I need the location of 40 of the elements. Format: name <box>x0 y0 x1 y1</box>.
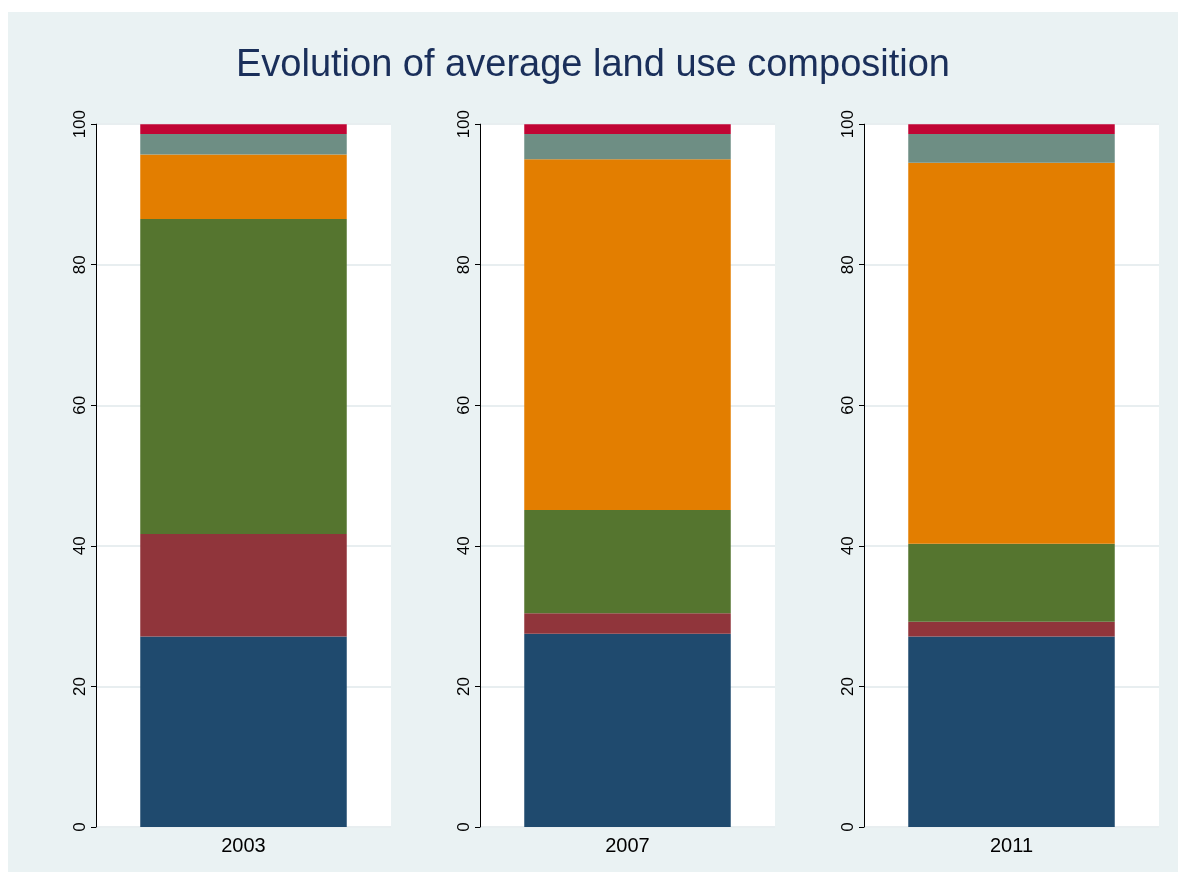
bar <box>524 633 731 827</box>
y-tick-label: 0 <box>70 822 89 832</box>
y-tick-label: 100 <box>70 109 89 139</box>
bar <box>140 124 347 135</box>
bar <box>908 124 1115 135</box>
y-tick-label: 60 <box>70 395 89 415</box>
bar <box>524 159 731 511</box>
bar <box>140 219 347 534</box>
y-tick-label: 40 <box>838 536 857 556</box>
bar <box>140 533 347 637</box>
x-tick-label: 2003 <box>221 834 266 856</box>
y-tick-label: 100 <box>838 109 857 139</box>
y-tick-label: 80 <box>454 255 473 275</box>
y-tick-label: 60 <box>838 395 857 415</box>
x-tick-label: 2007 <box>605 834 650 856</box>
y-tick-label: 20 <box>454 676 473 696</box>
y-tick-label: 0 <box>454 822 473 832</box>
y-tick-label: 0 <box>838 822 857 832</box>
bar <box>908 543 1115 622</box>
bar <box>524 134 731 160</box>
y-tick-label: 40 <box>454 536 473 556</box>
bar <box>140 134 347 155</box>
bar <box>908 162 1115 544</box>
bar <box>908 621 1115 637</box>
bar <box>524 510 731 614</box>
y-tick-label: 100 <box>454 109 473 139</box>
y-tick-label: 80 <box>70 255 89 275</box>
y-tick-label: 20 <box>70 676 89 696</box>
bar <box>140 154 347 220</box>
bar <box>524 124 731 135</box>
text: Evolution of average land use composition <box>235 42 951 85</box>
y-tick-label: 20 <box>838 676 857 696</box>
bar <box>524 613 731 634</box>
bar <box>908 636 1115 827</box>
bar <box>140 636 347 827</box>
y-tick-label: 60 <box>454 395 473 415</box>
y-tick-label: 80 <box>838 255 857 275</box>
x-tick-label: 2011 <box>989 834 1034 856</box>
y-tick-label: 40 <box>70 536 89 556</box>
bar <box>908 134 1115 163</box>
